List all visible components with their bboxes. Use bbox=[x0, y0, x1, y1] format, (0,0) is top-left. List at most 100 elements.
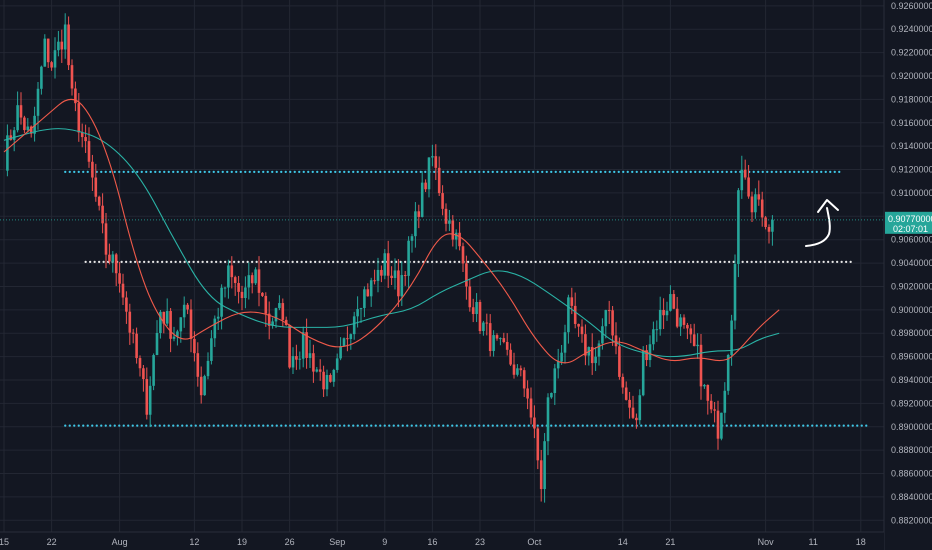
candle-body bbox=[189, 309, 193, 339]
candle-body bbox=[108, 254, 111, 262]
candle-body bbox=[475, 301, 478, 315]
candle-body bbox=[546, 397, 550, 442]
y-tick-label: 0.922000000 bbox=[891, 48, 932, 58]
candle-body bbox=[94, 177, 98, 197]
candle-body bbox=[332, 369, 336, 382]
x-tick-label: 19 bbox=[237, 537, 247, 547]
candle-body bbox=[747, 177, 750, 197]
candle-body bbox=[492, 335, 495, 351]
price-axis-panel[interactable] bbox=[884, 0, 932, 550]
candle-body bbox=[692, 334, 696, 347]
candle-body bbox=[63, 24, 67, 50]
candle-body bbox=[383, 253, 387, 276]
candle-body bbox=[522, 370, 526, 389]
y-tick-label: 0.900000000 bbox=[891, 305, 932, 315]
candle-body bbox=[23, 117, 26, 131]
candle-body bbox=[539, 460, 543, 490]
candle-body bbox=[386, 253, 390, 276]
candle-body bbox=[233, 277, 237, 284]
candle-body bbox=[36, 88, 40, 116]
ma-slow-line bbox=[3, 128, 780, 358]
candle-body bbox=[142, 368, 145, 380]
candles bbox=[6, 13, 774, 503]
candle-body bbox=[607, 310, 611, 312]
candle-body bbox=[621, 376, 625, 388]
candle-body bbox=[77, 103, 81, 133]
candle-body bbox=[301, 332, 305, 359]
annotation bbox=[805, 199, 839, 247]
y-tick-label: 0.890000000 bbox=[891, 422, 932, 432]
candle-body bbox=[376, 269, 380, 281]
candle-body bbox=[169, 311, 172, 339]
candle-body bbox=[424, 182, 427, 190]
candle-body bbox=[322, 371, 325, 390]
candle-body bbox=[46, 38, 50, 63]
candle-body bbox=[298, 358, 302, 360]
x-tick-label: 26 bbox=[285, 537, 295, 547]
candle-body bbox=[390, 275, 393, 279]
candle-body bbox=[451, 220, 455, 240]
candle-body bbox=[461, 246, 465, 264]
candle-body bbox=[250, 275, 254, 284]
y-tick-label: 0.892000000 bbox=[891, 398, 932, 408]
candle-body bbox=[764, 217, 767, 227]
candle-body bbox=[366, 289, 370, 297]
x-tick-label: Oct bbox=[527, 537, 542, 547]
candle-body bbox=[407, 240, 410, 276]
candle-body bbox=[675, 308, 679, 327]
candle-body bbox=[165, 311, 169, 324]
candle-body bbox=[288, 325, 291, 368]
x-tick-label: 16 bbox=[427, 537, 437, 547]
candle-body bbox=[97, 196, 101, 206]
candle-body bbox=[682, 317, 686, 325]
candle-body bbox=[641, 350, 645, 396]
candle-body bbox=[658, 309, 662, 330]
candle-body bbox=[237, 283, 240, 292]
candle-body bbox=[529, 398, 533, 418]
candle-body bbox=[519, 368, 523, 371]
candle-body bbox=[80, 132, 84, 138]
candle-body bbox=[580, 326, 584, 335]
candle-body bbox=[669, 294, 672, 311]
time-axis-panel[interactable] bbox=[0, 532, 884, 550]
candle-body bbox=[631, 407, 635, 418]
candle-body bbox=[414, 211, 417, 237]
candle-body bbox=[594, 356, 597, 364]
candle-body bbox=[750, 196, 754, 213]
candle-body bbox=[665, 310, 669, 316]
candle-body bbox=[53, 50, 57, 68]
candle-body bbox=[152, 355, 155, 386]
y-tick-label: 0.914000000 bbox=[891, 141, 932, 151]
candle-body bbox=[495, 335, 499, 339]
candle-body bbox=[57, 41, 60, 51]
candle-body bbox=[84, 137, 87, 142]
candle-body bbox=[312, 353, 315, 372]
candle-body bbox=[488, 323, 492, 351]
candle-body bbox=[686, 324, 689, 329]
candle-body bbox=[410, 236, 414, 241]
candle-body bbox=[308, 353, 312, 358]
candle-body bbox=[611, 310, 614, 336]
candle-body bbox=[274, 308, 278, 322]
candle-body bbox=[533, 417, 536, 429]
candle-body bbox=[206, 360, 210, 377]
candle-body bbox=[172, 336, 176, 339]
y-tick-label: 0.894000000 bbox=[891, 375, 932, 385]
candle-body bbox=[230, 265, 234, 278]
candle-body bbox=[179, 317, 183, 332]
candle-body bbox=[767, 226, 771, 232]
candle-body bbox=[359, 308, 363, 310]
x-tick-label: 18 bbox=[856, 537, 866, 547]
candle-body bbox=[6, 135, 9, 171]
candle-body bbox=[597, 343, 601, 357]
x-tick-label: 11 bbox=[809, 537, 818, 547]
candle-body bbox=[437, 167, 441, 194]
candle-body bbox=[556, 361, 560, 369]
candle-body bbox=[257, 269, 261, 293]
candle-body bbox=[325, 374, 329, 390]
candle-body bbox=[373, 280, 376, 282]
candle-body bbox=[757, 194, 761, 200]
y-tick-label: 0.886000000 bbox=[891, 469, 932, 479]
x-tick-label: 15 bbox=[0, 537, 9, 547]
